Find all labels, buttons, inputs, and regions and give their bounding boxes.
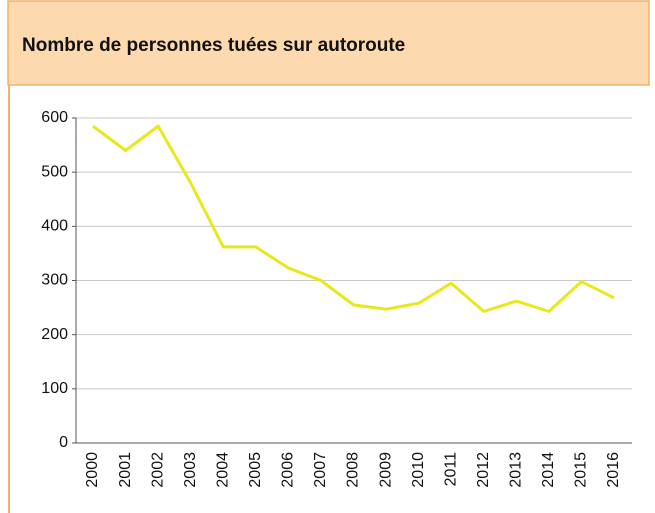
x-tick-label: 2009 bbox=[377, 452, 394, 488]
x-tick-label: 2012 bbox=[475, 452, 492, 488]
x-tick-label: 2006 bbox=[280, 452, 297, 488]
x-tick-label: 2010 bbox=[410, 452, 427, 488]
x-tick-label: 2008 bbox=[345, 452, 362, 488]
y-tick-label: 0 bbox=[59, 434, 68, 451]
x-tick-label: 2001 bbox=[117, 452, 134, 488]
x-tick-label: 2015 bbox=[573, 452, 590, 488]
y-tick-label: 100 bbox=[41, 380, 68, 397]
x-tick-label: 2014 bbox=[540, 452, 557, 488]
header-box bbox=[7, 0, 650, 86]
y-tick-label: 600 bbox=[41, 109, 68, 126]
x-tick-label: 2000 bbox=[84, 452, 101, 488]
chart-title: Nombre de personnes tuées sur autoroute bbox=[22, 35, 405, 56]
x-tick-label: 2007 bbox=[312, 452, 329, 488]
x-tick-label: 2013 bbox=[508, 452, 525, 488]
y-tick-label: 400 bbox=[41, 218, 68, 235]
x-tick-label: 2002 bbox=[149, 452, 166, 488]
y-tick-label: 200 bbox=[41, 326, 68, 343]
x-tick-label: 2011 bbox=[442, 452, 459, 487]
x-tick-label: 2004 bbox=[214, 452, 231, 488]
x-tick-label: 2005 bbox=[247, 452, 264, 488]
y-tick-label: 300 bbox=[41, 272, 68, 289]
data-line bbox=[92, 124, 615, 313]
x-tick-label: 2016 bbox=[605, 452, 622, 488]
x-tick-label: 2003 bbox=[182, 452, 199, 488]
y-tick-label: 500 bbox=[41, 163, 68, 180]
